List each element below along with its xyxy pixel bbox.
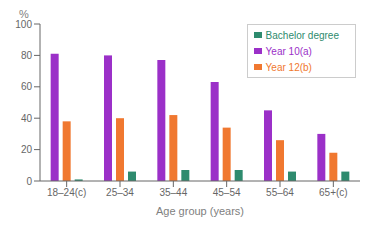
svg-text:65+(c): 65+(c) bbox=[319, 187, 348, 198]
svg-text:18–24(c): 18–24(c) bbox=[47, 187, 86, 198]
svg-text:25–34: 25–34 bbox=[106, 187, 134, 198]
html-text:Bachelor degree: Bachelor degree bbox=[265, 30, 339, 41]
svg-text:Age group (years): Age group (years) bbox=[156, 205, 244, 217]
svg-text:60: 60 bbox=[21, 81, 33, 92]
svg-text:100: 100 bbox=[15, 19, 32, 30]
html-text:Year 12(b): Year 12(b) bbox=[265, 62, 312, 73]
svg-text:%: % bbox=[19, 8, 29, 20]
html-text:Year 10(a): Year 10(a) bbox=[265, 46, 312, 57]
svg-text:40: 40 bbox=[21, 113, 33, 124]
svg-text:0: 0 bbox=[26, 176, 32, 187]
svg-text:55–64: 55–64 bbox=[266, 187, 294, 198]
svg-text:80: 80 bbox=[21, 50, 33, 61]
svg-text:45–54: 45–54 bbox=[213, 187, 241, 198]
svg-text:20: 20 bbox=[21, 144, 33, 155]
svg-text:35–44: 35–44 bbox=[159, 187, 187, 198]
